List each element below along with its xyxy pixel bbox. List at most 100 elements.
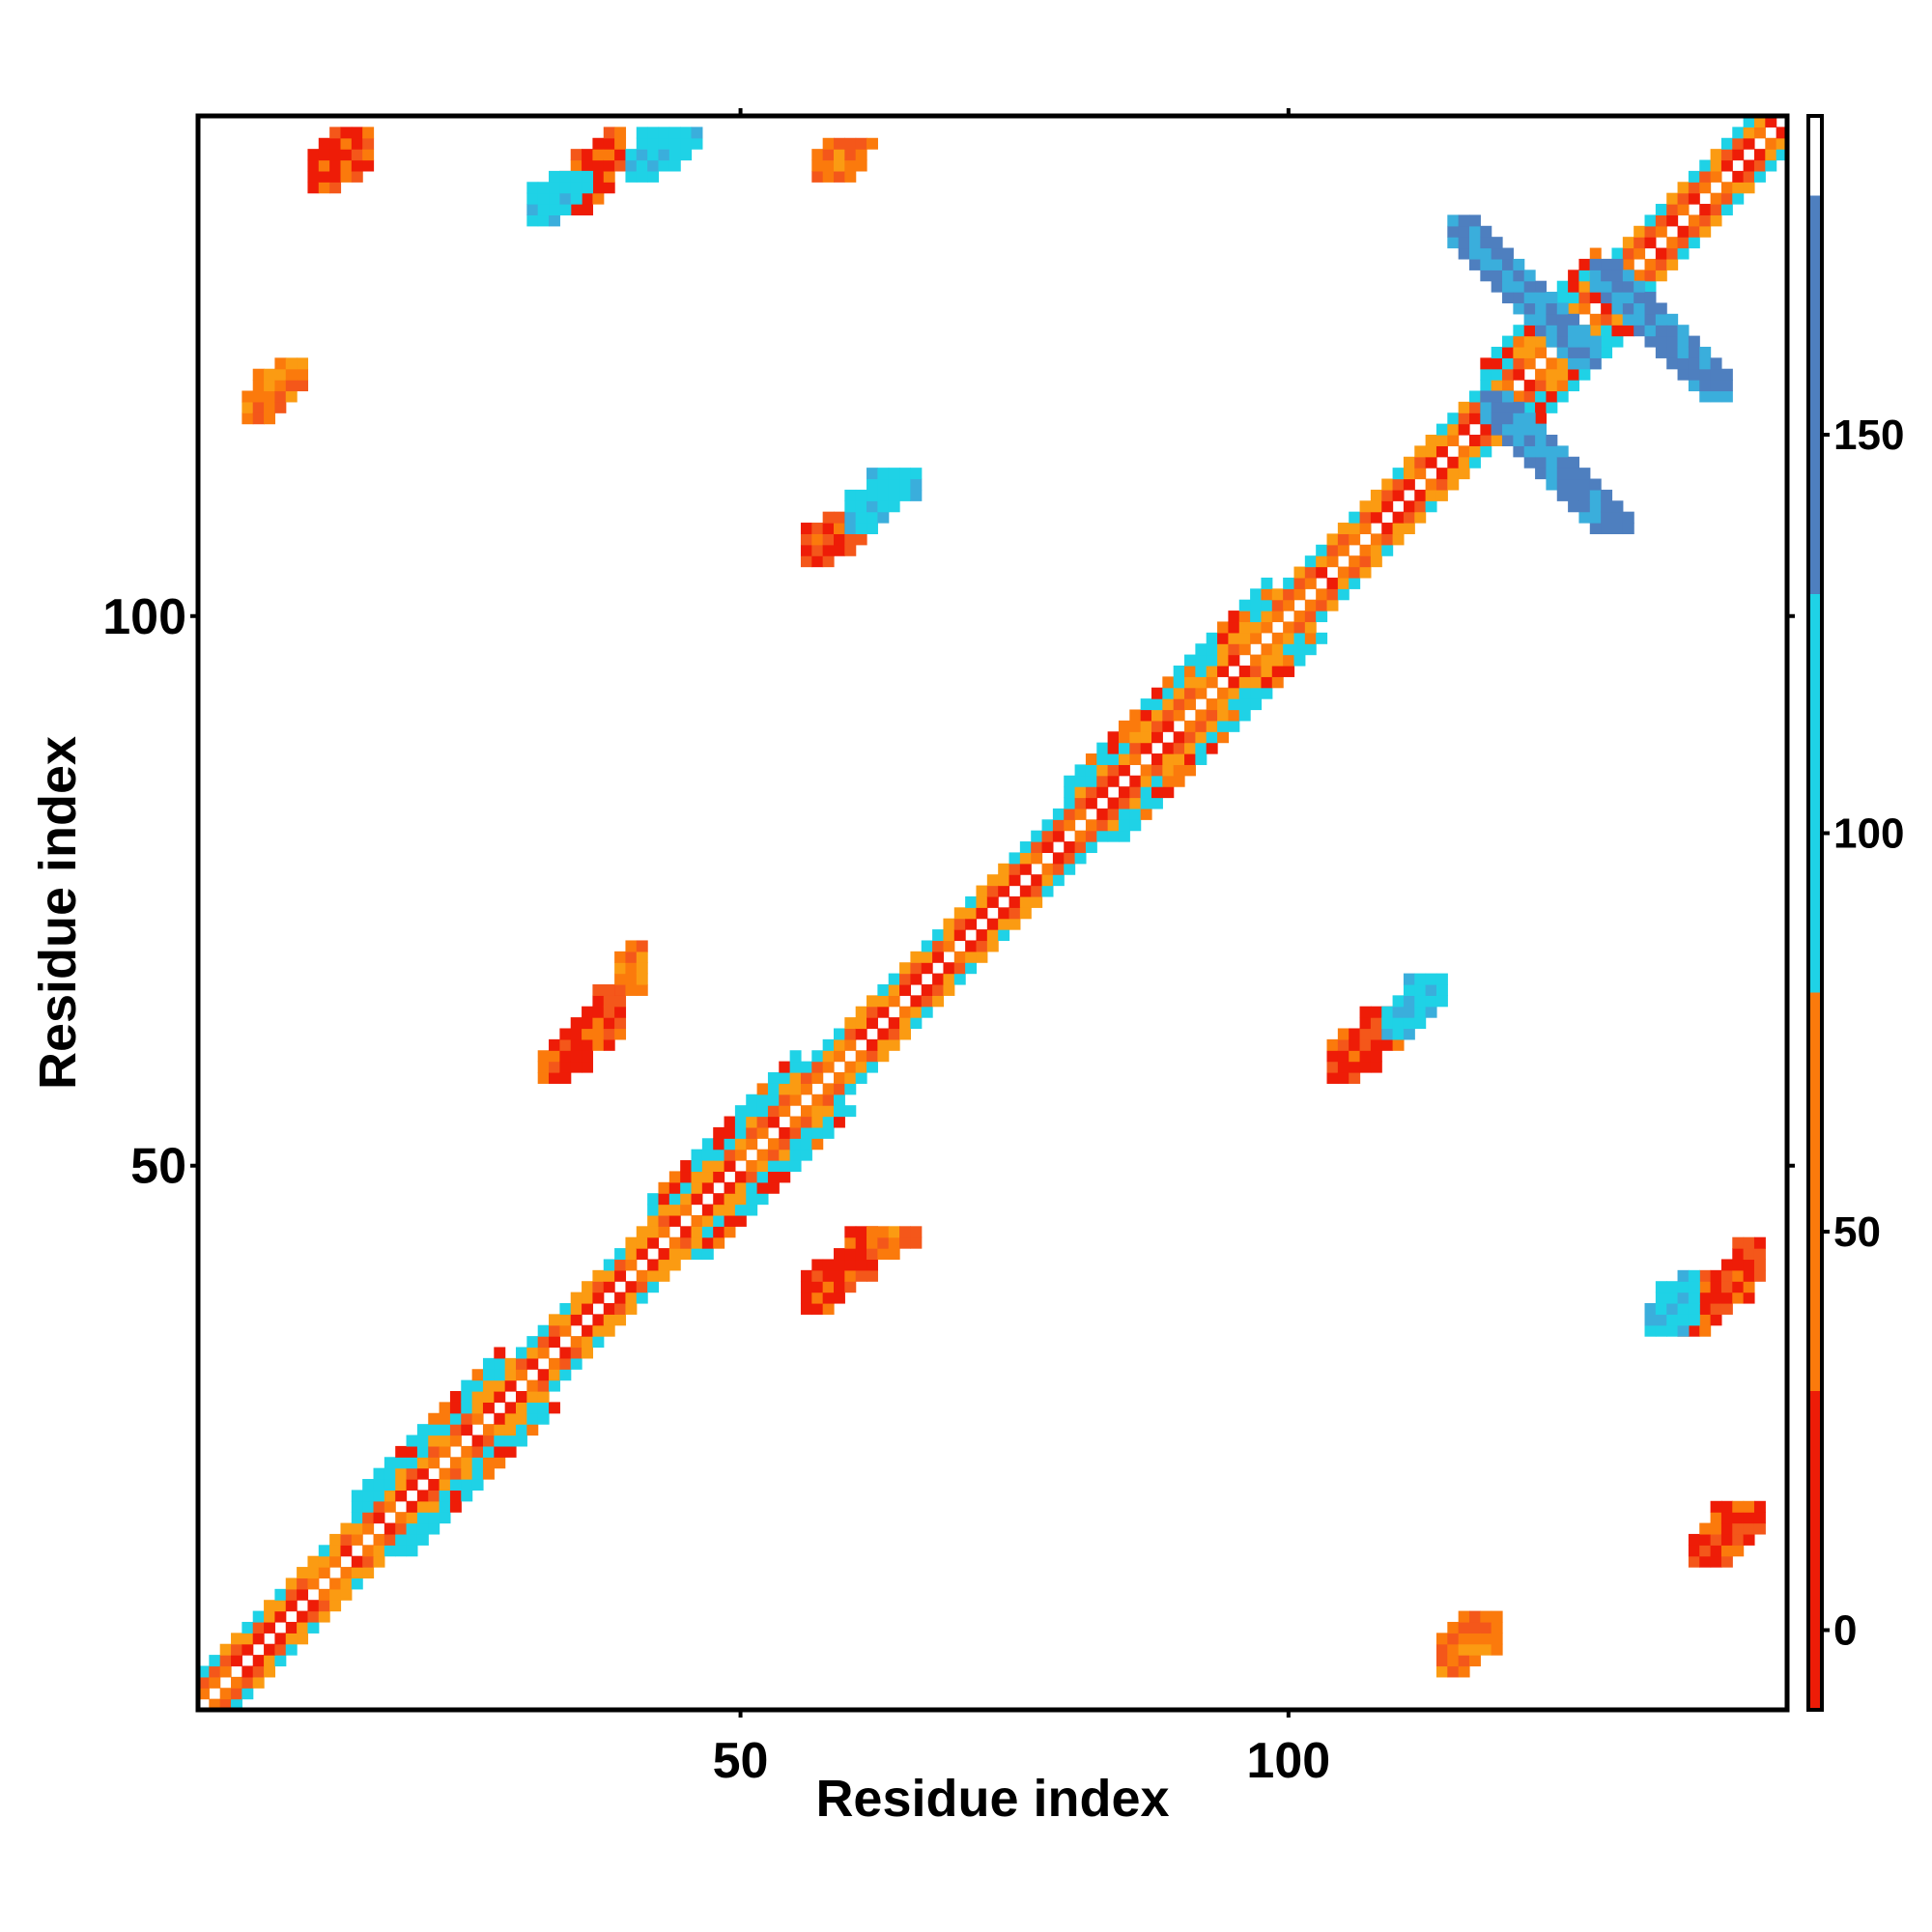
heatmap-cell	[603, 1269, 615, 1282]
heatmap-cell	[658, 1181, 670, 1194]
heatmap-cell	[1151, 786, 1163, 799]
heatmap-cell	[416, 1500, 429, 1513]
heatmap-cell	[1184, 731, 1196, 744]
heatmap-cell	[1195, 720, 1208, 732]
heatmap-cell	[746, 1138, 758, 1151]
heatmap-cell	[1271, 665, 1284, 677]
heatmap-cell	[1435, 478, 1448, 491]
heatmap-cell	[1578, 325, 1591, 337]
heatmap-cell	[307, 1600, 320, 1612]
heatmap-cell	[680, 1181, 693, 1194]
heatmap-cell	[932, 995, 945, 1008]
heatmap-cell	[625, 170, 638, 183]
heatmap-cell	[1710, 170, 1722, 183]
heatmap-cell	[1699, 1324, 1712, 1337]
heatmap-cell	[636, 170, 648, 183]
heatmap-cell	[614, 149, 627, 161]
heatmap-cell	[1250, 687, 1263, 699]
heatmap-cell	[1502, 412, 1514, 425]
heatmap-cell	[1523, 401, 1536, 413]
heatmap-cell	[943, 929, 955, 942]
heatmap-cell	[746, 1105, 758, 1118]
heatmap-cell	[549, 1061, 560, 1073]
heatmap-cell	[1326, 588, 1339, 601]
heatmap-cell	[822, 149, 835, 161]
heatmap-cell	[1535, 468, 1548, 480]
heatmap-cell	[1206, 643, 1218, 656]
heatmap-cell	[779, 1094, 791, 1106]
heatmap-cell	[888, 983, 900, 996]
heatmap-cell	[811, 170, 824, 183]
heatmap-cell	[264, 401, 276, 413]
heatmap-cell	[494, 1379, 506, 1392]
heatmap-cell	[986, 874, 999, 887]
heatmap-cell	[976, 907, 988, 920]
heatmap-cell	[734, 1193, 747, 1206]
heatmap-cell	[1634, 325, 1646, 337]
heatmap-cell	[549, 214, 560, 227]
heatmap-cell	[1699, 214, 1712, 227]
heatmap-cell	[998, 874, 1010, 887]
heatmap-cell	[582, 1061, 594, 1073]
heatmap-cell	[416, 1457, 429, 1469]
heatmap-cell	[1283, 588, 1295, 601]
heatmap-cell	[1710, 1545, 1722, 1557]
heatmap-cell	[603, 1259, 615, 1271]
heatmap-cell	[756, 1149, 769, 1161]
heatmap-cell	[1688, 170, 1700, 183]
heatmap-cell	[570, 1017, 582, 1030]
heatmap-cell	[1271, 588, 1284, 601]
heatmap-cell	[559, 1302, 572, 1315]
heatmap-cell	[1622, 270, 1634, 282]
heatmap-cell	[1568, 489, 1580, 501]
heatmap-cell	[1009, 852, 1021, 865]
heatmap-cell	[1173, 665, 1185, 677]
heatmap-cell	[1589, 280, 1602, 293]
heatmap-cell	[1666, 192, 1679, 205]
heatmap-cell	[1469, 1621, 1481, 1634]
heatmap-cell	[1546, 313, 1558, 326]
heatmap-cell	[516, 1391, 527, 1403]
heatmap-cell	[1491, 380, 1503, 392]
colorbar-band	[1808, 594, 1822, 993]
heatmap-cell	[614, 1302, 627, 1315]
heatmap-cell	[1634, 280, 1646, 293]
heatmap-cell	[449, 1479, 462, 1492]
heatmap-cell	[252, 401, 265, 413]
heatmap-cell	[877, 1038, 890, 1051]
heatmap-cell	[1162, 687, 1175, 699]
heatmap-cell	[614, 983, 627, 996]
heatmap-cell	[1019, 852, 1032, 865]
heatmap-cell	[1699, 1314, 1712, 1326]
heatmap-cell	[1261, 687, 1273, 699]
heatmap-cell	[1217, 698, 1230, 711]
heatmap-cell	[1337, 1050, 1350, 1063]
heatmap-cell	[1655, 1314, 1667, 1326]
heatmap-cell	[844, 1028, 857, 1040]
heatmap-cell	[1162, 742, 1175, 754]
heatmap-cell	[1578, 468, 1591, 480]
heatmap-cell	[1283, 665, 1295, 677]
heatmap-cell	[756, 1105, 769, 1118]
heatmap-cell	[636, 962, 648, 975]
heatmap-cell	[668, 1214, 681, 1227]
heatmap-cell	[264, 1655, 276, 1667]
heatmap-cell	[647, 1236, 660, 1249]
heatmap-cell	[834, 149, 845, 161]
heatmap-cell	[1458, 247, 1470, 260]
heatmap-cell	[1556, 292, 1569, 304]
heatmap-cell	[822, 1269, 835, 1282]
heatmap-cell	[1523, 435, 1536, 446]
heatmap-cell	[242, 1665, 254, 1678]
heatmap-cell	[537, 1391, 550, 1403]
heatmap-cell	[1666, 357, 1679, 370]
heatmap-cell	[285, 380, 298, 392]
heatmap-cell	[855, 149, 867, 161]
heatmap-cell	[1589, 335, 1602, 348]
heatmap-cell	[307, 149, 320, 161]
heatmap-cell	[1238, 676, 1251, 689]
heatmap-cell	[867, 1038, 878, 1051]
heatmap-cell	[1435, 468, 1448, 480]
heatmap-cell	[822, 170, 835, 183]
heatmap-cell	[570, 1302, 582, 1315]
